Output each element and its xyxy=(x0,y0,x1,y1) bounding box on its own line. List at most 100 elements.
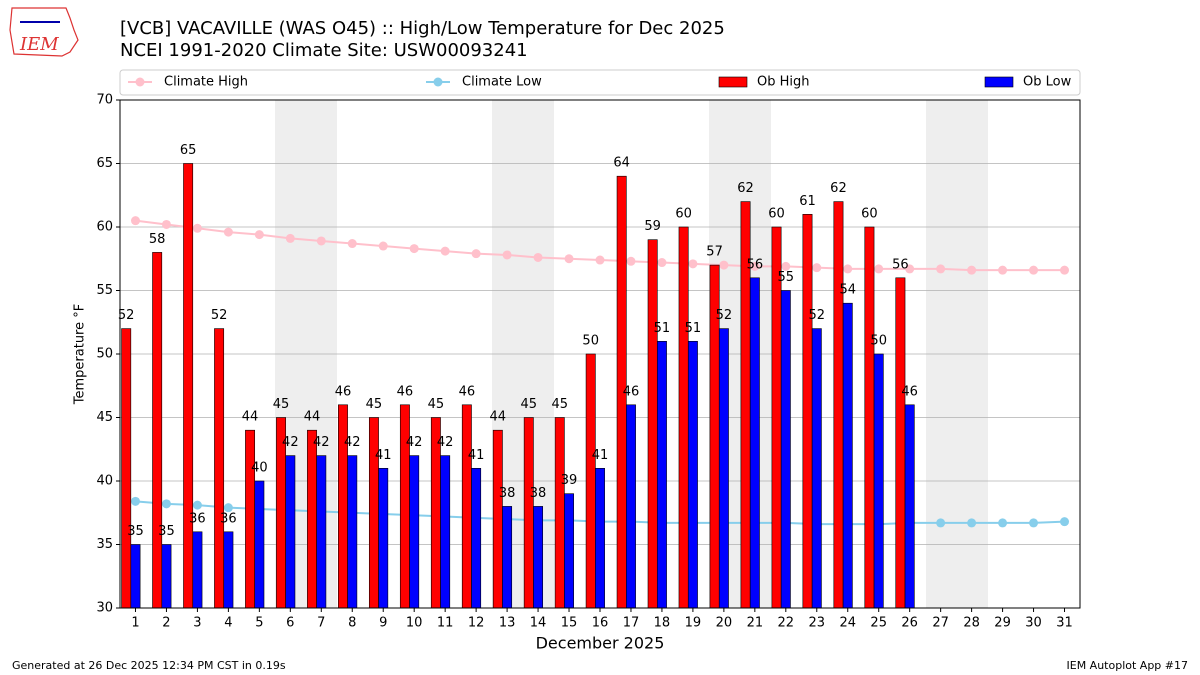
bar xyxy=(223,531,234,609)
data-label: 36 xyxy=(189,511,206,526)
bar xyxy=(523,417,534,609)
data-label: 44 xyxy=(304,410,321,425)
bar xyxy=(152,252,163,609)
data-label: 45 xyxy=(521,397,538,412)
bar xyxy=(842,302,853,609)
marker xyxy=(533,252,543,262)
data-label: 52 xyxy=(118,308,135,323)
data-label: 51 xyxy=(685,321,702,336)
marker xyxy=(161,499,171,509)
bar xyxy=(595,467,605,609)
marker xyxy=(378,241,388,251)
x-tick-label: 2 xyxy=(162,616,170,631)
bar xyxy=(585,353,596,609)
bar xyxy=(502,506,513,609)
marker xyxy=(192,500,202,510)
bar xyxy=(409,455,420,609)
data-label: 42 xyxy=(406,435,423,450)
x-tick-label: 7 xyxy=(317,616,325,631)
data-label: 59 xyxy=(644,219,661,234)
bar xyxy=(554,417,565,609)
data-label: 44 xyxy=(490,410,507,425)
data-label: 52 xyxy=(809,308,826,323)
y-axis-label: Temperature °F xyxy=(73,304,88,405)
marker xyxy=(719,260,729,270)
x-tick-label: 28 xyxy=(963,616,980,631)
data-label: 64 xyxy=(613,156,630,171)
bar xyxy=(440,455,451,609)
x-tick-label: 9 xyxy=(379,616,387,631)
legend-marker xyxy=(135,77,145,87)
x-tick-label: 1 xyxy=(131,616,139,631)
data-label: 58 xyxy=(149,232,166,247)
data-label: 57 xyxy=(706,245,723,260)
bar xyxy=(347,455,358,609)
data-label: 65 xyxy=(180,143,197,158)
data-label: 46 xyxy=(397,384,414,399)
legend-label: Ob High xyxy=(757,75,810,90)
marker xyxy=(874,264,884,274)
bar xyxy=(802,214,813,609)
bar xyxy=(183,163,194,609)
x-axis-label: December 2025 xyxy=(536,634,665,653)
footer-right: IEM Autoplot App #17 xyxy=(1067,659,1189,672)
marker xyxy=(440,246,450,256)
data-label: 45 xyxy=(273,397,290,412)
y-tick-label: 55 xyxy=(96,283,113,298)
data-label: 41 xyxy=(375,448,392,463)
y-tick-label: 50 xyxy=(96,347,113,362)
marker xyxy=(936,264,946,274)
data-label: 62 xyxy=(830,181,847,196)
bar xyxy=(833,201,844,609)
data-label: 35 xyxy=(158,524,175,539)
marker xyxy=(223,227,233,237)
x-tick-label: 5 xyxy=(255,616,263,631)
marker xyxy=(1060,265,1070,275)
bar xyxy=(656,340,667,609)
x-tick-label: 22 xyxy=(778,616,795,631)
marker xyxy=(750,261,760,271)
y-tick-label: 70 xyxy=(96,93,113,108)
x-tick-label: 29 xyxy=(994,616,1011,631)
data-label: 56 xyxy=(892,257,909,272)
data-label: 46 xyxy=(335,384,352,399)
data-label: 45 xyxy=(366,397,383,412)
marker xyxy=(564,254,574,264)
bar xyxy=(307,429,317,609)
data-label: 41 xyxy=(592,448,609,463)
x-tick-label: 20 xyxy=(716,616,733,631)
marker xyxy=(998,518,1008,528)
bar xyxy=(811,328,822,609)
marker xyxy=(1029,265,1039,275)
x-tick-label: 6 xyxy=(286,616,294,631)
data-label: 46 xyxy=(459,384,476,399)
x-tick-label: 10 xyxy=(406,616,423,631)
logo-text: IEM xyxy=(19,34,59,55)
bar xyxy=(471,467,482,609)
data-label: 42 xyxy=(437,435,454,450)
data-label: 39 xyxy=(561,473,578,488)
marker xyxy=(657,258,667,268)
bar xyxy=(378,467,389,609)
data-label: 46 xyxy=(623,384,640,399)
x-tick-label: 4 xyxy=(224,616,232,631)
x-tick-label: 21 xyxy=(747,616,764,631)
x-tick-label: 30 xyxy=(1025,616,1042,631)
legend-box xyxy=(119,69,1081,96)
marker xyxy=(967,518,977,528)
marker xyxy=(130,496,140,506)
data-label: 55 xyxy=(778,270,795,285)
data-label: 38 xyxy=(530,486,547,501)
bar xyxy=(316,455,327,609)
data-label: 60 xyxy=(861,207,878,222)
x-tick-label: 23 xyxy=(809,616,826,631)
bar xyxy=(678,226,689,609)
x-tick-label: 12 xyxy=(468,616,485,631)
data-label: 60 xyxy=(768,207,785,222)
data-label: 36 xyxy=(220,511,237,526)
marker xyxy=(254,230,264,240)
marker xyxy=(967,265,977,275)
marker xyxy=(223,503,233,513)
data-label: 51 xyxy=(654,321,671,336)
